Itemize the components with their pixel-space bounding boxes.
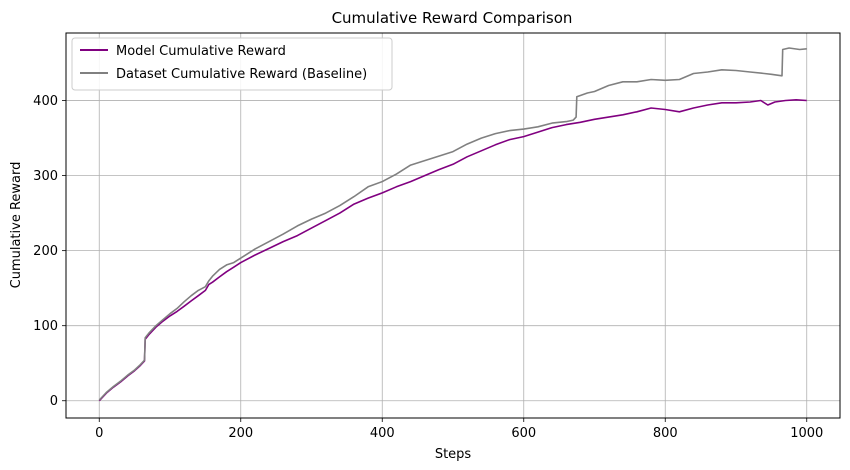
- y-tick-label: 200: [33, 244, 58, 259]
- y-tick-label: 100: [33, 319, 58, 334]
- y-tick-label: 0: [50, 394, 58, 409]
- x-axis-title: Steps: [435, 447, 472, 462]
- series-line-baseline: [98, 47, 807, 401]
- legend: Model Cumulative Reward Dataset Cumulati…: [71, 37, 393, 91]
- x-tick-label: 1000: [790, 426, 823, 441]
- grid-lines: [66, 33, 840, 418]
- series-line-model: [98, 99, 807, 402]
- x-tick-label: 800: [653, 426, 678, 441]
- legend-label-baseline: Dataset Cumulative Reward (Baseline): [116, 67, 367, 82]
- y-tick-label: 300: [33, 169, 58, 184]
- x-tick-label: 200: [228, 426, 253, 441]
- x-tick-label: 400: [370, 426, 395, 441]
- y-axis-title: Cumulative Reward: [9, 162, 24, 289]
- legend-box: [71, 37, 393, 91]
- y-tick-label: 400: [33, 94, 58, 109]
- axis-ticks: 0 200 400 600 800 1000 0 100 200 300 400: [33, 94, 823, 441]
- series-lines: [98, 47, 807, 402]
- legend-label-model: Model Cumulative Reward: [116, 44, 286, 59]
- plot-frame: [65, 32, 841, 419]
- x-tick-label: 0: [95, 426, 103, 441]
- x-tick-label: 600: [511, 426, 536, 441]
- chart-title: Cumulative Reward Comparison: [332, 9, 573, 27]
